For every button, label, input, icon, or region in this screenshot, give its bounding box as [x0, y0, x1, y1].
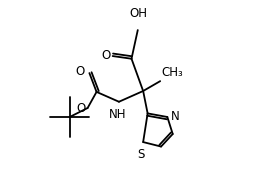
- Text: CH₃: CH₃: [161, 66, 183, 79]
- Text: N: N: [171, 110, 180, 123]
- Text: O: O: [101, 49, 110, 62]
- Text: OH: OH: [130, 7, 148, 20]
- Text: O: O: [77, 102, 86, 115]
- Text: NH: NH: [109, 108, 127, 121]
- Text: O: O: [76, 65, 85, 78]
- Text: S: S: [138, 148, 145, 161]
